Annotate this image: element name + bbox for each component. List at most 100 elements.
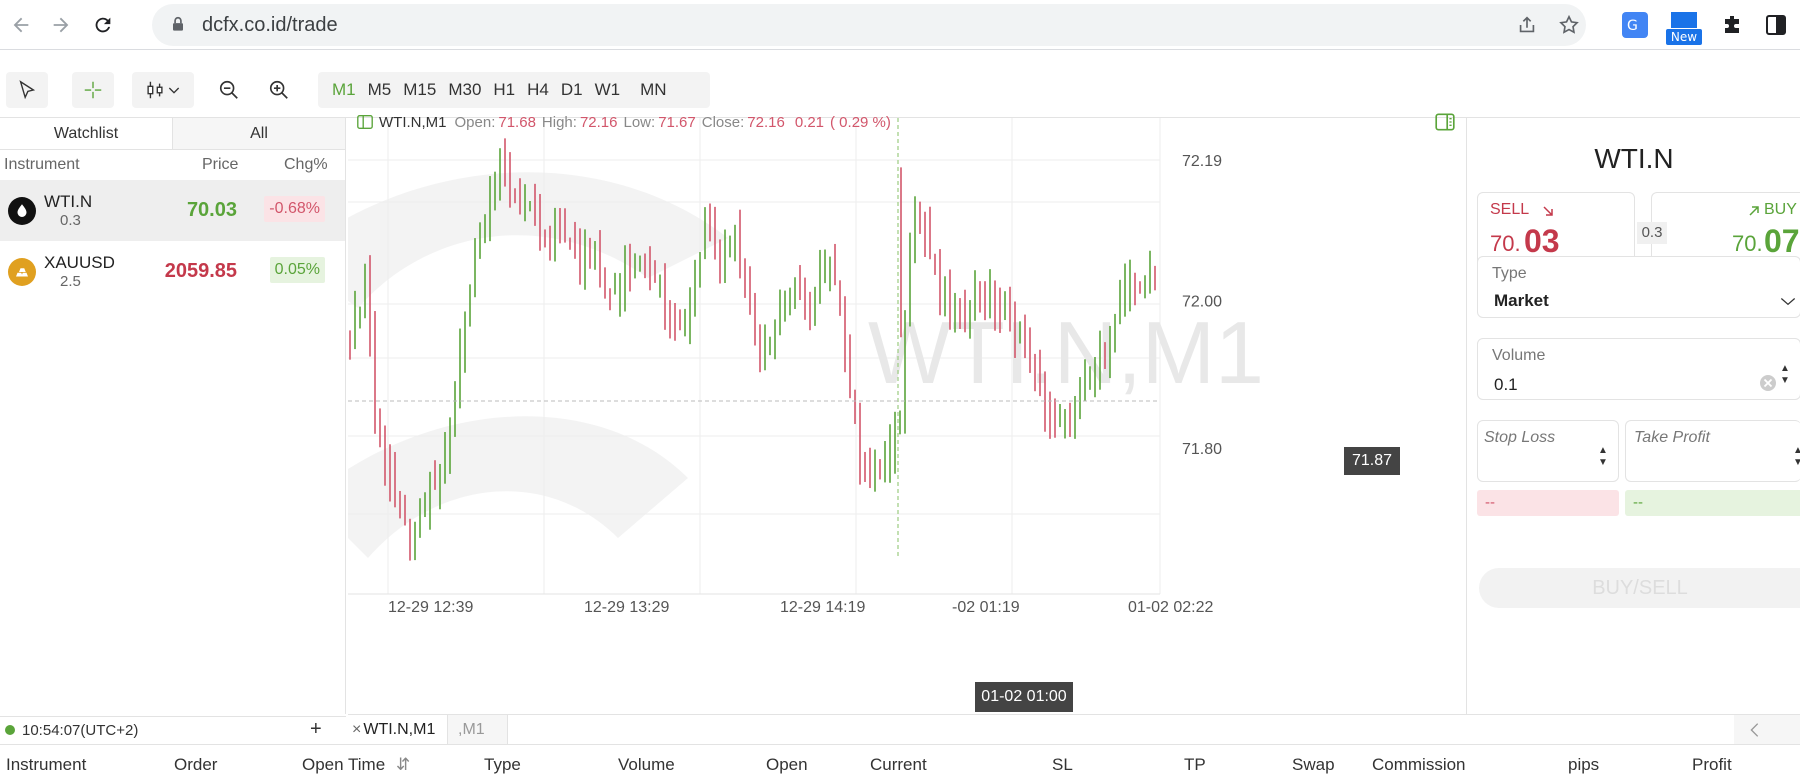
instrument-price: 2059.85 bbox=[164, 260, 237, 282]
clear-icon[interactable] bbox=[1758, 373, 1778, 393]
chart-toolbar: M1 M5 M15 M30 H1 H4 D1 W1 MN bbox=[0, 68, 1800, 110]
timeframe-h1[interactable]: H1 bbox=[493, 80, 516, 99]
chevron-down-icon bbox=[1780, 298, 1796, 306]
col-pips: pips bbox=[1568, 755, 1600, 774]
arrow-down-right-icon bbox=[1543, 206, 1553, 216]
sort-icon[interactable]: ⇵ bbox=[396, 755, 411, 774]
instrument-change: -0.68% bbox=[264, 196, 325, 222]
high-label: High: bbox=[541, 113, 577, 131]
chevron-down-icon bbox=[168, 87, 180, 94]
watchlist-row-xauusd[interactable]: XAUUSD 2.5 2059.85 0.05% bbox=[0, 241, 345, 302]
instrument-spread: 2.5 bbox=[60, 273, 81, 290]
forward-icon[interactable] bbox=[46, 10, 76, 40]
timeframe-m30[interactable]: M30 bbox=[448, 80, 482, 99]
buy-button[interactable]: BUY 70. 07 bbox=[1651, 192, 1800, 266]
new-extension-icon[interactable]: New bbox=[1666, 12, 1702, 46]
add-instrument-button[interactable]: + bbox=[310, 718, 322, 740]
instrument-name: WTI.N bbox=[44, 192, 93, 211]
lock-icon[interactable] bbox=[168, 14, 192, 38]
tab-all[interactable]: All bbox=[173, 118, 345, 149]
tab-watchlist[interactable]: Watchlist bbox=[0, 118, 173, 149]
type-label: Type bbox=[1492, 265, 1527, 282]
timeframe-h4[interactable]: H4 bbox=[527, 80, 549, 99]
buy-sell-submit-button[interactable]: BUY/SELL bbox=[1479, 568, 1800, 608]
cursor-tool-icon[interactable] bbox=[6, 72, 48, 108]
sell-price-int: 70. bbox=[1490, 231, 1521, 256]
chart-watermark: WTI.N,M1 bbox=[868, 303, 1264, 402]
watchlist-header: Instrument Price Chg% bbox=[0, 150, 345, 180]
share-icon[interactable] bbox=[1516, 14, 1540, 38]
symbol-panel-icon[interactable] bbox=[356, 113, 374, 131]
take-profit-field[interactable]: Take Profit ▲ ▼ bbox=[1625, 420, 1800, 482]
volume-label: Volume bbox=[1492, 347, 1546, 364]
col-profit: Profit bbox=[1692, 755, 1732, 774]
time-axis: 12-29 12:39 12-29 13:29 12-29 14:19 -02 01:… bbox=[388, 599, 1214, 616]
volume-field[interactable]: Volume 0.1 ▲ ▼ bbox=[1477, 338, 1800, 400]
volume-value[interactable]: 0.1 bbox=[1494, 375, 1518, 394]
price-chart[interactable]: WTI.N,M1 72.19 72.00 71.80 12-29 12:39 12-2… bbox=[348, 113, 1464, 714]
timeframe-w1[interactable]: W1 bbox=[594, 80, 621, 99]
chart-type-dropdown[interactable] bbox=[132, 72, 194, 108]
sell-label: SELL bbox=[1490, 201, 1530, 218]
volume-stepper[interactable]: ▲ ▼ bbox=[1780, 363, 1790, 386]
open-value: 71.68 bbox=[498, 113, 536, 131]
sell-price-dec: 03 bbox=[1524, 223, 1560, 259]
zoom-in-icon[interactable] bbox=[258, 72, 300, 108]
tab-wti-chart[interactable]: × WTI.N,M1 bbox=[348, 715, 448, 745]
order-panel: WTI.N SELL 70. 03 0.3 BUY 70. 07 Type Ma… bbox=[1466, 118, 1800, 714]
svg-text:G: G bbox=[1627, 18, 1638, 34]
sidepanel-icon[interactable] bbox=[1764, 13, 1788, 41]
collapse-tab-bar[interactable] bbox=[1734, 715, 1800, 745]
stop-loss-field[interactable]: Stop Loss ▲ ▼ bbox=[1477, 420, 1619, 482]
col-current: Current bbox=[870, 755, 927, 774]
type-value: Market bbox=[1494, 291, 1549, 310]
watchlist-row-wti[interactable]: WTI.N 0.3 70.03 -0.68% bbox=[0, 180, 345, 241]
bookmark-star-icon[interactable] bbox=[1558, 14, 1582, 38]
timeframe-mn[interactable]: MN bbox=[640, 80, 667, 99]
take-profit-stepper[interactable]: ▲ ▼ bbox=[1793, 445, 1800, 468]
col-open-time[interactable]: Open Time bbox=[302, 755, 386, 774]
instrument-change: 0.05% bbox=[269, 257, 325, 283]
timeframe-m15[interactable]: M15 bbox=[403, 80, 437, 99]
positions-table-header: Instrument Order Open Time ⇵ Type Volume… bbox=[0, 744, 1800, 780]
url-text[interactable]: dcfx.co.id/trade bbox=[202, 14, 338, 36]
bottom-tab-bar: × WTI.N,M1 ,M1 bbox=[348, 714, 1800, 745]
crosshair-tool-icon[interactable] bbox=[72, 72, 114, 108]
crosshair-time-tag: 01-02 01:00 bbox=[975, 682, 1073, 712]
time-tick-label: -02 01:19 bbox=[952, 599, 1020, 616]
tab-second-chart[interactable]: ,M1 bbox=[448, 715, 508, 745]
reload-icon[interactable] bbox=[88, 10, 118, 40]
sell-button[interactable]: SELL 70. 03 bbox=[1477, 192, 1635, 266]
stop-loss-stepper[interactable]: ▲ ▼ bbox=[1598, 445, 1608, 468]
col-instrument: Instrument bbox=[6, 755, 87, 774]
price-tick-label: 72.00 bbox=[1182, 293, 1222, 310]
candlestick-icon bbox=[147, 81, 163, 99]
timeframe-m5[interactable]: M5 bbox=[367, 80, 392, 99]
time-tick-label: 12-29 12:39 bbox=[388, 599, 474, 616]
price-tick-label: 71.80 bbox=[1182, 441, 1222, 458]
gold-bars-icon bbox=[8, 258, 36, 286]
toggle-panel-icon[interactable] bbox=[1434, 111, 1456, 133]
buy-label: BUY bbox=[1764, 201, 1797, 218]
zoom-out-icon[interactable] bbox=[208, 72, 250, 108]
candlesticks bbox=[349, 138, 1156, 561]
timeframe-d1[interactable]: D1 bbox=[560, 80, 583, 99]
close-value: 72.16 bbox=[747, 113, 785, 131]
col-volume: Volume bbox=[618, 755, 675, 774]
col-tp: TP bbox=[1184, 755, 1206, 774]
stop-loss-label: Stop Loss bbox=[1484, 429, 1556, 446]
extensions-puzzle-icon[interactable] bbox=[1720, 13, 1744, 41]
translate-extension-icon[interactable]: G bbox=[1622, 12, 1648, 38]
order-symbol: WTI.N bbox=[1594, 143, 1674, 174]
change-value: 0.21 bbox=[794, 113, 825, 131]
arrow-up-right-icon bbox=[1749, 206, 1759, 216]
time-tick-label: 01-02 02:22 bbox=[1128, 599, 1214, 616]
close-tab-icon[interactable]: × bbox=[352, 721, 362, 738]
timeframe-m1[interactable]: M1 bbox=[332, 80, 356, 99]
time-tick-label: 12-29 14:19 bbox=[780, 599, 866, 616]
address-bar[interactable]: dcfx.co.id/trade bbox=[152, 4, 1586, 46]
back-icon[interactable] bbox=[6, 10, 36, 40]
chart-symbol: WTI.N,M1 bbox=[379, 113, 447, 131]
chevron-left-icon bbox=[1750, 723, 1759, 737]
order-type-select[interactable]: Type Market bbox=[1477, 256, 1800, 318]
